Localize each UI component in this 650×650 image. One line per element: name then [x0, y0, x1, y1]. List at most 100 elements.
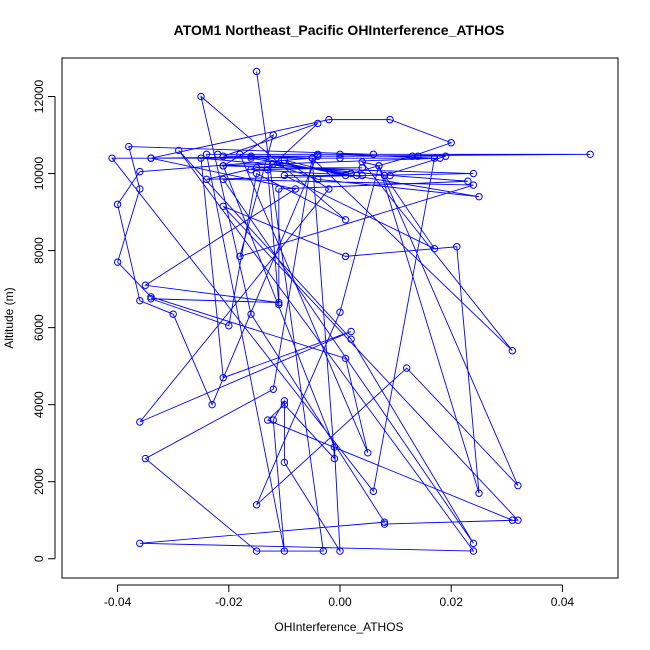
data-point [236, 252, 244, 261]
data-point [264, 166, 272, 174]
data-point [414, 152, 422, 160]
data-point [136, 296, 144, 305]
data-point [247, 154, 255, 162]
data-point [347, 335, 355, 343]
y-tick-label: 6000 [32, 314, 46, 341]
data-point [325, 115, 333, 124]
data-point [236, 150, 244, 158]
data-point [252, 67, 261, 76]
data-point [347, 327, 355, 336]
data-point [252, 547, 261, 555]
data-point [269, 416, 277, 424]
x-tick-label: 0.02 [440, 595, 464, 609]
data-point [275, 298, 283, 307]
data-point [475, 489, 483, 497]
y-tick-label: 0 [32, 555, 46, 562]
data-point [453, 243, 461, 251]
data-point [469, 547, 478, 555]
data-point [325, 185, 333, 193]
data-point [369, 150, 378, 158]
data-point [113, 200, 122, 209]
data-series [108, 67, 594, 555]
data-point [147, 293, 155, 301]
data-point [291, 185, 300, 193]
data-point [269, 385, 277, 393]
y-tick-label: 10000 [32, 157, 46, 191]
data-point [125, 142, 133, 151]
data-point [380, 520, 389, 528]
data-point [341, 216, 350, 224]
y-axis-title: Altitude (m) [2, 287, 16, 348]
data-point [319, 547, 328, 555]
data-point [408, 152, 416, 160]
data-point [430, 244, 439, 253]
data-point [469, 539, 478, 548]
data-point [514, 481, 522, 490]
data-point [197, 92, 205, 101]
data-point [136, 185, 144, 193]
data-point [314, 175, 322, 184]
plot-frame [61, 57, 619, 579]
data-point [352, 171, 361, 180]
data-point [208, 400, 216, 409]
data-point [508, 347, 517, 355]
data-point [469, 181, 478, 189]
y-tick-label: 2000 [32, 468, 46, 495]
data-point [136, 167, 144, 176]
data-point [175, 146, 183, 155]
data-point [202, 175, 211, 184]
data-point [147, 154, 155, 162]
data-point [136, 418, 144, 426]
x-tick-label: 0.04 [551, 595, 575, 609]
data-point [247, 310, 255, 318]
data-point [336, 154, 344, 162]
data-point [314, 119, 322, 128]
data-point [314, 150, 322, 158]
data-point [169, 310, 177, 318]
data-point [375, 162, 383, 170]
data-point [264, 416, 272, 424]
y-tick-label: 12000 [32, 80, 46, 114]
data-point [247, 166, 255, 174]
data-point [330, 443, 339, 451]
data-point [147, 295, 155, 303]
data-point [280, 171, 289, 180]
data-point [280, 400, 289, 409]
data-point [336, 308, 344, 316]
data-point [469, 169, 478, 178]
series-line [111, 71, 591, 553]
data-point [141, 281, 150, 289]
data-point [219, 162, 227, 170]
data-point [341, 171, 350, 180]
data-point [219, 374, 227, 382]
data-point [280, 156, 289, 164]
data-point [336, 547, 344, 555]
data-point [358, 158, 366, 166]
y-axis: 0 2000 4000 6000 8000 10000 12000 [32, 80, 56, 562]
data-point [586, 150, 594, 158]
data-point [447, 139, 455, 147]
data-point [219, 152, 227, 160]
y-tick-label: 8000 [32, 237, 46, 264]
x-tick-label: 0.00 [328, 595, 352, 609]
data-point [275, 300, 283, 309]
data-point [330, 454, 339, 463]
data-point [358, 164, 366, 172]
data-point [386, 171, 394, 180]
data-point [219, 202, 227, 210]
data-point [336, 150, 344, 158]
data-point [430, 154, 439, 162]
data-point [280, 547, 289, 555]
data-point [269, 131, 277, 139]
data-point [386, 115, 394, 124]
chart-title: ATOM1 Northeast_Pacific OHInterference_A… [174, 22, 505, 38]
data-point [269, 160, 277, 168]
data-point [252, 501, 261, 509]
data-point [108, 154, 116, 162]
data-point [364, 449, 372, 457]
x-axis: -0.04 -0.02 0.00 0.02 0.04 [104, 584, 575, 609]
data-point [225, 322, 233, 330]
x-tick-label: -0.04 [104, 595, 132, 609]
data-point [202, 150, 211, 158]
